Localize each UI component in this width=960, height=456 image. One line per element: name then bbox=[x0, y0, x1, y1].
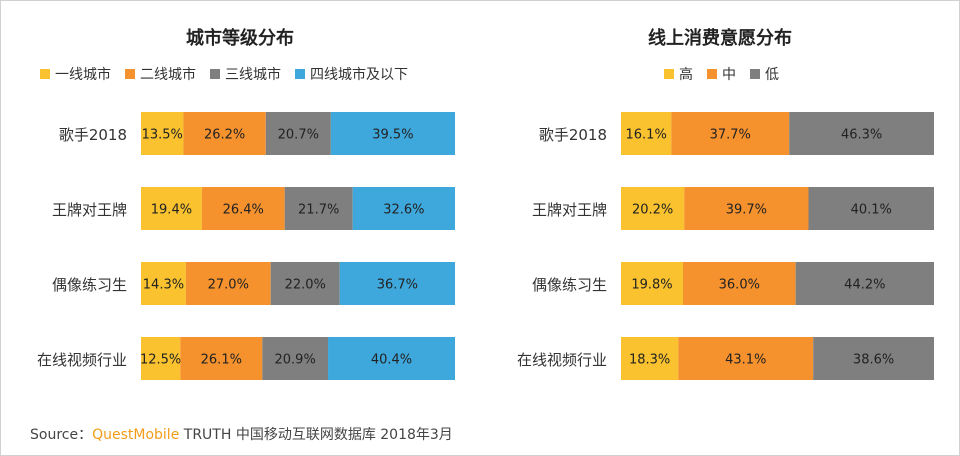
data-label: 32.6% bbox=[383, 203, 424, 218]
data-label: 16.1% bbox=[626, 128, 667, 143]
data-label: 40.1% bbox=[851, 203, 892, 218]
legend-city-tier: 一线城市 二线城市 三线城市 四线城市及以下 bbox=[40, 64, 422, 84]
data-label: 20.9% bbox=[275, 353, 316, 368]
data-label: 21.7% bbox=[298, 203, 339, 218]
legend-label: 二线城市 bbox=[140, 67, 196, 83]
legend-item: 中 bbox=[707, 64, 736, 84]
bar-segment-city bbox=[180, 337, 263, 380]
data-label: 27.0% bbox=[208, 278, 249, 293]
data-label: 39.5% bbox=[372, 128, 413, 143]
bar-segment-consume bbox=[621, 112, 672, 155]
legend-swatch bbox=[707, 69, 717, 79]
legend-item: 高 bbox=[664, 64, 693, 84]
category-label: 偶像练习生 bbox=[531, 276, 607, 294]
bar-segment-city bbox=[265, 112, 331, 155]
legend-item: 二线城市 bbox=[125, 64, 196, 84]
bar-segment-consume bbox=[789, 112, 934, 155]
legend-label: 一线城市 bbox=[55, 67, 111, 83]
bar-segment-city bbox=[201, 187, 285, 230]
data-label: 37.7% bbox=[710, 128, 751, 143]
data-label: 18.3% bbox=[629, 353, 670, 368]
bar-segment-city bbox=[270, 262, 340, 305]
data-label: 19.8% bbox=[631, 278, 672, 293]
bar-segment-consume bbox=[813, 337, 934, 380]
category-label: 偶像练习生 bbox=[51, 276, 127, 294]
legend-item: 四线城市及以下 bbox=[295, 64, 408, 84]
data-label: 36.0% bbox=[719, 278, 760, 293]
bar-segment-city bbox=[328, 337, 455, 380]
data-label: 43.1% bbox=[725, 353, 766, 368]
bar-segment-consume bbox=[671, 112, 790, 155]
legend-consumption-willingness: 高中低 bbox=[664, 64, 793, 84]
data-label: 38.6% bbox=[853, 353, 894, 368]
legend-swatch bbox=[40, 69, 50, 79]
bar-segment-city bbox=[185, 262, 271, 305]
legend-item: 低 bbox=[750, 64, 779, 84]
data-label: 46.3% bbox=[841, 128, 882, 143]
data-label: 26.1% bbox=[201, 353, 242, 368]
legend-label: 高 bbox=[679, 67, 693, 83]
source-note: Source：QuestMobile TRUTH 中国移动互联网数据库 2018… bbox=[30, 424, 453, 444]
source-text: TRUTH 中国移动互联网数据库 2018年3月 bbox=[179, 427, 453, 443]
bar-segment-city bbox=[284, 187, 353, 230]
legend-swatch bbox=[664, 69, 674, 79]
data-label: 39.7% bbox=[726, 203, 767, 218]
category-label: 歌手2018 bbox=[58, 126, 127, 144]
data-label: 44.2% bbox=[844, 278, 885, 293]
legend-label: 四线城市及以下 bbox=[310, 67, 408, 83]
bar-segment-city bbox=[183, 112, 266, 155]
data-label: 13.5% bbox=[142, 128, 183, 143]
legend-swatch bbox=[125, 69, 135, 79]
bar-segment-city bbox=[141, 337, 181, 380]
bar-segment-consume bbox=[621, 187, 685, 230]
data-label: 20.7% bbox=[278, 128, 319, 143]
bar-segment-city bbox=[141, 262, 186, 305]
legend-label: 三线城市 bbox=[225, 67, 281, 83]
bar-segment-city bbox=[141, 112, 184, 155]
data-label: 40.4% bbox=[371, 353, 412, 368]
legend-swatch bbox=[210, 69, 220, 79]
bar-segment-consume bbox=[621, 262, 683, 305]
category-label: 在线视频行业 bbox=[36, 351, 127, 369]
legend-item: 三线城市 bbox=[210, 64, 281, 84]
category-label: 歌手2018 bbox=[538, 126, 607, 144]
data-label: 26.4% bbox=[223, 203, 264, 218]
data-label: 22.0% bbox=[285, 278, 326, 293]
legend-label: 中 bbox=[722, 67, 736, 83]
bar-segment-city bbox=[141, 187, 202, 230]
data-label: 36.7% bbox=[377, 278, 418, 293]
chart-title-consumption-willingness: 线上消费意愿分布 bbox=[648, 28, 792, 49]
legend-swatch bbox=[750, 69, 760, 79]
chart-title-city-tier: 城市等级分布 bbox=[186, 28, 294, 49]
data-label: 14.3% bbox=[143, 278, 184, 293]
bar-segment-consume bbox=[682, 262, 796, 305]
data-label: 19.4% bbox=[151, 203, 192, 218]
bar-segment-consume bbox=[678, 337, 814, 380]
category-label: 王牌对王牌 bbox=[531, 201, 607, 219]
bar-segment-city bbox=[339, 262, 455, 305]
source-brand: QuestMobile bbox=[92, 427, 180, 443]
data-label: 26.2% bbox=[204, 128, 245, 143]
data-label: 12.5% bbox=[140, 353, 181, 368]
legend-swatch bbox=[295, 69, 305, 79]
bar-segment-city bbox=[330, 112, 455, 155]
legend-label: 低 bbox=[765, 67, 779, 83]
bar-segment-consume bbox=[621, 337, 679, 380]
bar-segment-city bbox=[352, 187, 455, 230]
category-label: 在线视频行业 bbox=[516, 351, 607, 369]
source-prefix: Source： bbox=[30, 427, 93, 443]
data-label: 20.2% bbox=[632, 203, 673, 218]
legend-item: 一线城市 bbox=[40, 64, 111, 84]
bar-segment-consume bbox=[795, 262, 934, 305]
category-label: 王牌对王牌 bbox=[51, 201, 127, 219]
bar-segment-consume bbox=[808, 187, 934, 230]
bar-segment-consume bbox=[684, 187, 809, 230]
bar-segment-city bbox=[262, 337, 329, 380]
